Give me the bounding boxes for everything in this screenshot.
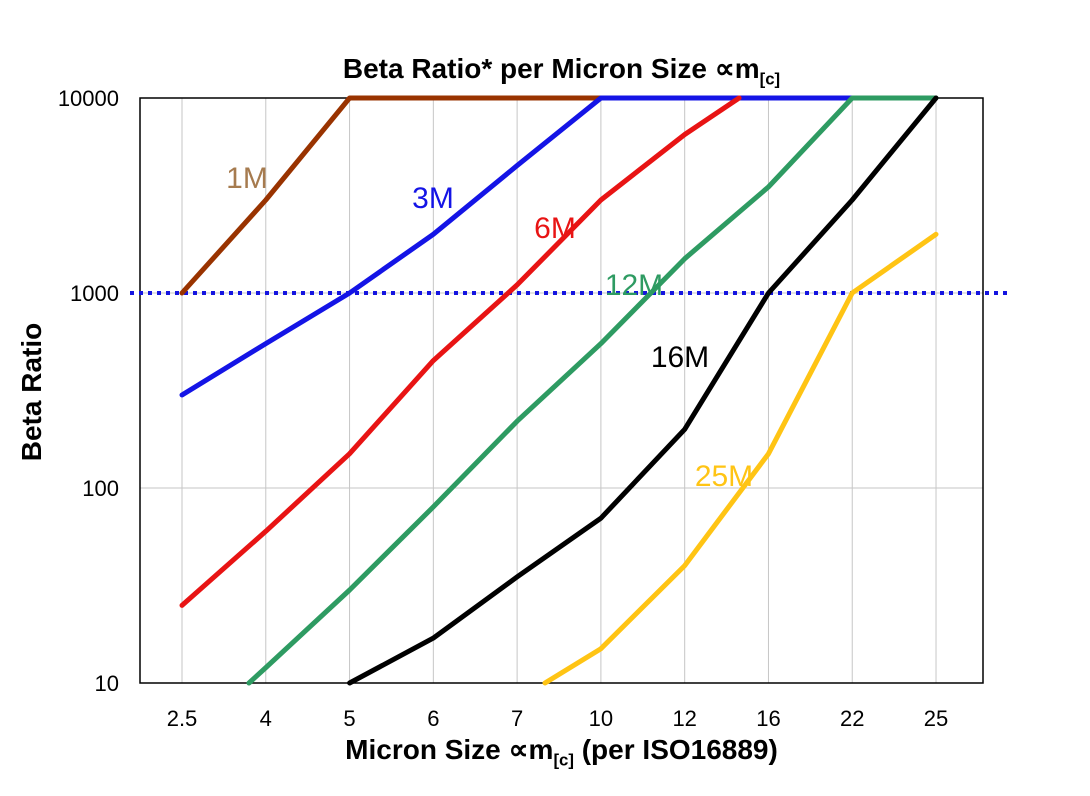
x-tick-25: 25 <box>924 706 948 731</box>
series-label-12M: 12M <box>605 269 663 302</box>
series-label-6M: 6M <box>534 212 576 245</box>
series-label-1M: 1M <box>226 162 268 195</box>
chart-title: Beta Ratio* per Micron Size ∝m[c] <box>140 52 983 90</box>
x-tick-22: 22 <box>840 706 864 731</box>
chart-title-subscript: [c] <box>759 69 781 89</box>
series-line-25M <box>542 231 939 686</box>
x-axis-title-text: Micron Size ∝m <box>345 734 554 765</box>
x-tick-16: 16 <box>756 706 780 731</box>
x-tick-6: 6 <box>427 706 439 731</box>
x-tick-12: 12 <box>672 706 696 731</box>
series-line-1M <box>179 95 604 296</box>
x-tick-10: 10 <box>589 706 613 731</box>
x-tick-4: 4 <box>260 706 272 731</box>
series-label-16M: 16M <box>651 341 709 374</box>
y-tick-1000: 1000 <box>70 281 119 306</box>
series-line-6M <box>179 95 742 608</box>
x-tick-5: 5 <box>343 706 355 731</box>
series-label-25M: 25M <box>695 460 753 493</box>
x-tick-7: 7 <box>511 706 523 731</box>
chart-title-text: Beta Ratio* per Micron Size ∝m <box>342 53 760 84</box>
x-axis-title: Micron Size ∝m[c] (per ISO16889) <box>140 733 983 771</box>
y-tick-100: 100 <box>82 476 119 501</box>
y-tick-10: 10 <box>95 671 119 696</box>
x-axis-title-subscript: [c] <box>553 750 574 770</box>
series-label-3M: 3M <box>412 182 454 215</box>
x-axis-title-suffix: (per ISO16889) <box>573 734 778 765</box>
series-line-12M <box>246 95 939 686</box>
series-line-3M <box>179 95 855 398</box>
series-line-16M <box>347 95 939 686</box>
x-tick-2.5: 2.5 <box>167 706 198 731</box>
y-tick-10000: 10000 <box>58 86 119 111</box>
